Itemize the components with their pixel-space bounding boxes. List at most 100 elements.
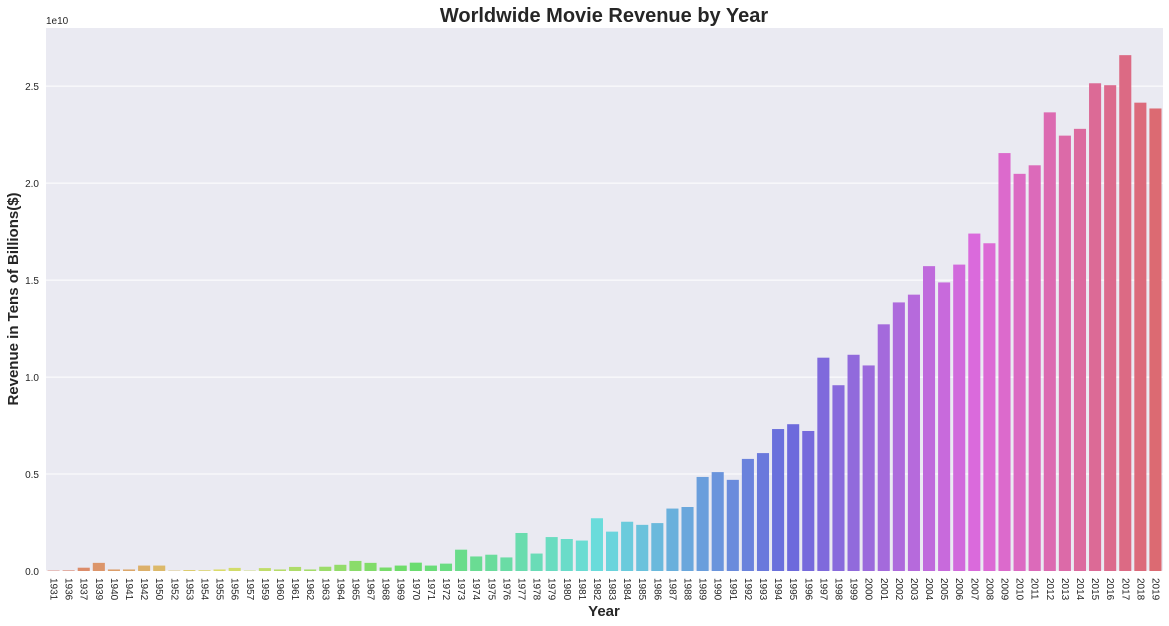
x-tick-label: 2014 bbox=[1074, 578, 1085, 601]
bar-1960 bbox=[273, 569, 287, 571]
x-tick-label: 2013 bbox=[1059, 578, 1070, 601]
bar-1972 bbox=[439, 563, 453, 571]
bar-1971 bbox=[424, 565, 437, 571]
bar-2017 bbox=[1119, 55, 1132, 571]
x-tick-label: 1965 bbox=[349, 578, 360, 601]
x-tick-label: 1969 bbox=[395, 578, 406, 601]
x-tick-label: 2007 bbox=[968, 578, 979, 601]
x-tick-label: 2010 bbox=[1014, 578, 1025, 601]
x-tick-label: 2009 bbox=[999, 578, 1010, 601]
x-tick-label: 1993 bbox=[757, 578, 768, 601]
bar-1962 bbox=[304, 569, 317, 571]
y-tick-label: 2.5 bbox=[25, 82, 39, 93]
x-tick-label: 1981 bbox=[576, 578, 587, 601]
bar-1973 bbox=[455, 549, 468, 571]
x-tick-label: 1973 bbox=[455, 578, 466, 601]
x-tick-label: 1967 bbox=[365, 578, 376, 601]
x-tick-label: 1985 bbox=[636, 578, 647, 601]
x-tick-label: 1995 bbox=[787, 578, 798, 601]
bar-2000 bbox=[862, 365, 875, 571]
bar-2015 bbox=[1089, 83, 1102, 572]
bar-1954 bbox=[198, 570, 211, 571]
bar-1942 bbox=[138, 565, 151, 571]
y-tick-label: 1.0 bbox=[25, 373, 39, 384]
bar-1969 bbox=[394, 565, 407, 571]
bar-1980 bbox=[560, 539, 573, 571]
x-tick-label: 1987 bbox=[666, 578, 677, 601]
bar-2002 bbox=[892, 302, 905, 571]
x-tick-label: 1999 bbox=[848, 578, 859, 601]
x-tick-label: 2012 bbox=[1044, 578, 1055, 601]
y-tick-labels: 0.0 0.5 1.0 1.5 2.0 2.5 bbox=[25, 82, 39, 578]
bar-1987 bbox=[666, 508, 679, 571]
bars bbox=[47, 55, 1162, 572]
x-tick-label: 2008 bbox=[983, 578, 994, 601]
x-tick-label: 1937 bbox=[78, 578, 89, 601]
bar-1997 bbox=[817, 357, 830, 571]
bar-2019 bbox=[1149, 108, 1162, 571]
bar-1991 bbox=[726, 479, 739, 571]
x-tick-label: 1980 bbox=[561, 578, 572, 601]
x-tick-label: 2000 bbox=[863, 578, 874, 601]
x-axis-label: Year bbox=[588, 603, 620, 620]
bar-1982 bbox=[590, 518, 603, 571]
y-tick-label: 0.0 bbox=[25, 567, 39, 578]
bar-1968 bbox=[379, 567, 392, 571]
bar-1992 bbox=[741, 458, 754, 571]
x-tick-label: 2002 bbox=[893, 578, 904, 601]
x-tick-label: 1972 bbox=[440, 578, 451, 601]
bar-1970 bbox=[409, 562, 422, 571]
y-tick-label: 1.5 bbox=[25, 276, 39, 287]
bar-1990 bbox=[711, 472, 724, 571]
x-tick-label: 1962 bbox=[304, 578, 315, 601]
bar-1936 bbox=[62, 570, 75, 571]
bar-1976 bbox=[500, 557, 513, 571]
y-axis-label: Revenue in Tens of Billions($) bbox=[5, 192, 22, 405]
x-tick-label: 2006 bbox=[953, 578, 964, 601]
x-tick-label: 2005 bbox=[938, 578, 949, 601]
x-tick-label: 1936 bbox=[63, 578, 74, 601]
x-tick-label: 2001 bbox=[878, 578, 889, 601]
x-tick-label: 1983 bbox=[606, 578, 617, 601]
bar-1959 bbox=[258, 568, 271, 571]
bar-1955 bbox=[213, 569, 226, 571]
x-tick-label: 2016 bbox=[1104, 578, 1115, 601]
x-tick-label: 1998 bbox=[832, 578, 843, 601]
x-tick-label: 1955 bbox=[214, 578, 225, 601]
x-tick-label: 1959 bbox=[259, 578, 270, 601]
x-tick-label: 1982 bbox=[591, 578, 602, 601]
bar-1953 bbox=[183, 570, 196, 571]
x-tick-label: 1976 bbox=[500, 578, 511, 601]
x-tick-label: 1989 bbox=[697, 578, 708, 601]
bar-1981 bbox=[575, 540, 588, 571]
bar-2005 bbox=[938, 282, 951, 571]
bar-1988 bbox=[681, 507, 694, 571]
bar-2007 bbox=[968, 233, 981, 571]
x-tick-label: 1950 bbox=[153, 578, 164, 601]
bar-2001 bbox=[877, 324, 890, 571]
x-tick-label: 1992 bbox=[742, 578, 753, 601]
bar-2016 bbox=[1104, 85, 1117, 572]
x-tick-label: 1952 bbox=[168, 578, 179, 601]
y-offset-text: 1e10 bbox=[46, 16, 69, 27]
bar-1950 bbox=[153, 565, 166, 571]
x-tick-label: 1975 bbox=[485, 578, 496, 601]
x-tick-label: 1988 bbox=[682, 578, 693, 601]
x-tick-label: 2011 bbox=[1029, 578, 1040, 600]
bar-1963 bbox=[319, 566, 332, 571]
bar-2012 bbox=[1043, 112, 1056, 572]
x-tick-label: 1970 bbox=[410, 578, 421, 601]
bar-1974 bbox=[470, 556, 483, 571]
bar-2013 bbox=[1058, 135, 1071, 571]
x-tick-label: 1931 bbox=[48, 578, 59, 601]
bar-2006 bbox=[953, 264, 966, 571]
x-tick-label: 1941 bbox=[123, 578, 134, 601]
bar-1996 bbox=[802, 430, 815, 571]
bar-1984 bbox=[621, 521, 634, 571]
bar-1956 bbox=[228, 567, 241, 571]
x-tick-label: 2015 bbox=[1089, 578, 1100, 601]
bar-1937 bbox=[77, 567, 90, 571]
bar-1979 bbox=[545, 537, 558, 571]
x-tick-label: 1939 bbox=[93, 578, 104, 601]
